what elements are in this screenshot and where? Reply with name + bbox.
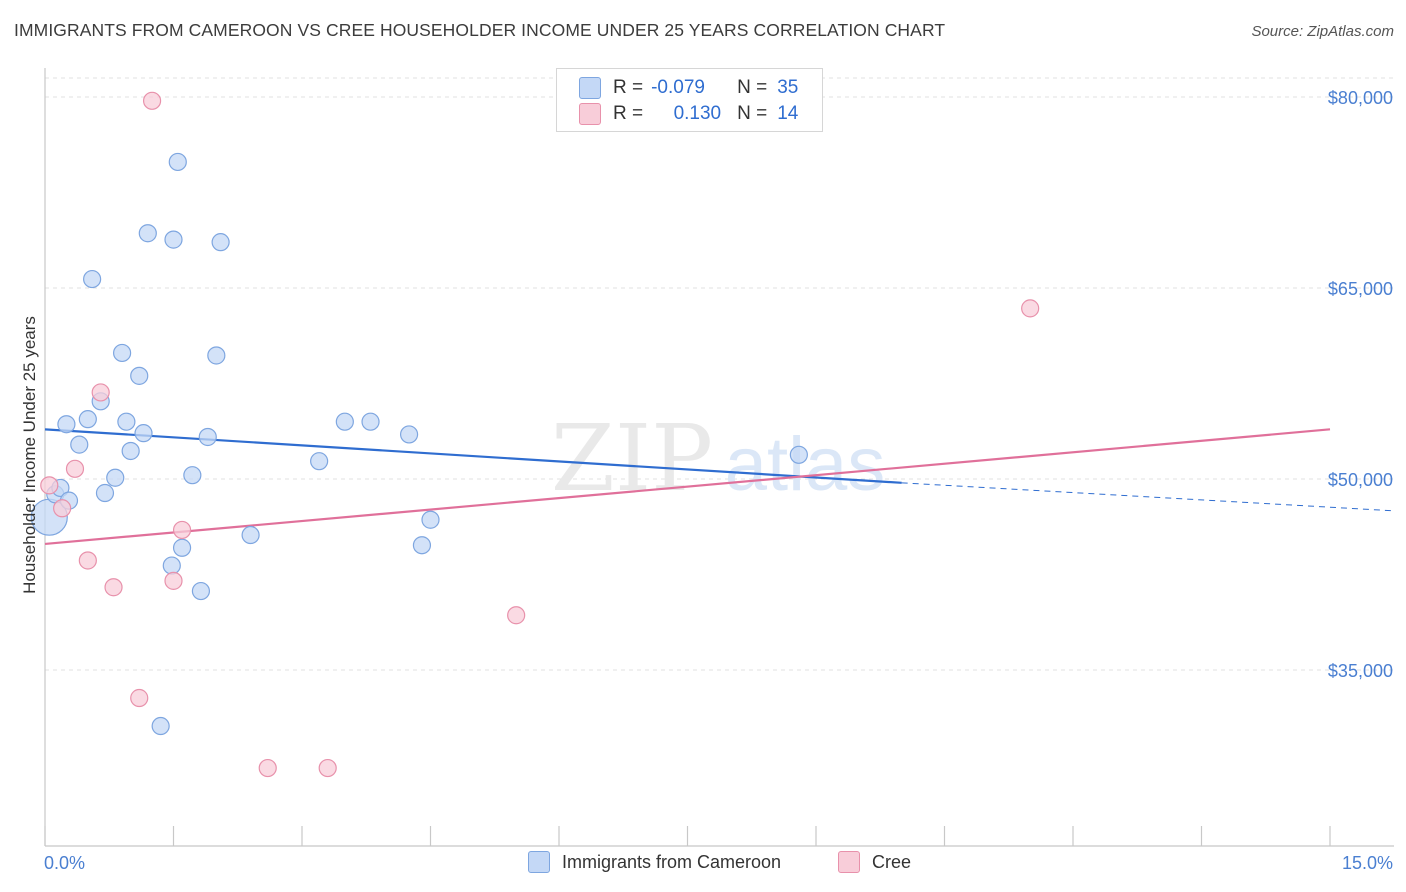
y-axis-label: Householder Income Under 25 years [20, 316, 39, 594]
point-cree [1021, 299, 1040, 318]
legend-r-value: -0.079 [651, 77, 705, 98]
legend-n-value: 35 [777, 77, 799, 98]
point-cree [318, 758, 337, 778]
point-cameroon [151, 716, 170, 736]
legend-r-label: R = [613, 103, 644, 124]
legend-swatch-cree [579, 103, 601, 125]
point-cameroon [241, 525, 260, 545]
y-tick-label: $35,000 [1328, 661, 1393, 681]
point-cameroon [78, 410, 97, 429]
point-cameroon [421, 510, 440, 529]
watermark: ZIP atlas [551, 405, 885, 512]
point-cameroon [207, 346, 226, 365]
point-cameroon [138, 224, 157, 243]
bottom-legend-swatch-cameroon [528, 851, 550, 873]
point-cameroon [198, 427, 217, 447]
point-cree [130, 688, 149, 708]
data-points [30, 91, 1040, 778]
watermark-zip: ZIP [551, 405, 713, 512]
legend-row-cree: R = 0.130 N = 14 [579, 101, 798, 127]
point-cree [53, 499, 72, 518]
point-cameroon [361, 412, 380, 431]
point-cameroon [335, 412, 354, 431]
legend-r-value: 0.130 [673, 103, 722, 124]
point-cree [65, 459, 85, 478]
point-cameroon [310, 452, 329, 471]
point-cree [40, 476, 59, 495]
legend-row-cameroon: R = -0.079 N = 35 [579, 75, 798, 101]
point-cameroon [70, 435, 89, 454]
point-cameroon [95, 483, 115, 503]
legend-r-label: R = [613, 77, 644, 98]
legend-n-label: N = [737, 103, 768, 124]
point-cree [91, 383, 110, 402]
point-cameroon [117, 412, 136, 431]
legend-n-label: N = [737, 77, 768, 98]
point-cree [104, 578, 123, 597]
x-tick-label-min: 0.0% [44, 853, 85, 873]
bottom-legend-cameroon: Immigrants from Cameroon [528, 851, 781, 873]
point-cree [172, 520, 192, 540]
y-tick-label: $50,000 [1328, 470, 1393, 490]
point-cameroon [162, 556, 181, 575]
point-cameroon [789, 445, 808, 464]
point-cameroon [172, 538, 192, 557]
grid-lines [45, 77, 1394, 671]
point-cameroon [57, 415, 76, 434]
point-cameroon [399, 425, 419, 444]
point-cree [78, 551, 97, 570]
point-cameroon [121, 441, 140, 461]
point-cameroon [106, 468, 125, 487]
watermark-atlas: atlas [725, 422, 886, 507]
y-tick-label: $65,000 [1328, 279, 1393, 299]
point-cameroon [164, 230, 183, 249]
point-cree [164, 571, 183, 590]
legend-n-value: 14 [777, 103, 799, 124]
point-cree [258, 758, 277, 778]
bottom-legend-label-cree: Cree [872, 851, 912, 872]
tick-labels: $35,000 $50,000 $65,000 $80,000 0.0% 15.0% [44, 88, 1393, 873]
bottom-legend-label-cameroon: Immigrants from Cameroon [562, 851, 782, 872]
source-label: Source: ZipAtlas.com [1251, 23, 1394, 40]
point-cameroon [130, 366, 149, 385]
axes [44, 68, 1394, 847]
trend-line-cree [44, 428, 1331, 546]
point-cameroon [83, 269, 102, 289]
point-cameroon [168, 152, 187, 172]
point-cree [507, 606, 526, 625]
legend-swatch-cameroon [579, 77, 601, 99]
bottom-legend-cree: Cree [838, 851, 911, 873]
point-cameroon [191, 581, 211, 601]
point-cameroon [183, 466, 202, 485]
trend-line-cameroon [44, 428, 902, 484]
point-cree [142, 91, 162, 110]
point-cameroon [134, 424, 153, 443]
y-tick-label: $80,000 [1328, 88, 1393, 108]
x-tick-label-max: 15.0% [1342, 853, 1393, 873]
point-cameroon [211, 233, 230, 252]
trend-lines [44, 428, 1395, 546]
correlation-legend: R = -0.079 N = 35 R = 0.130 N = 14 [556, 68, 823, 132]
point-cameroon [112, 343, 132, 363]
trend-line-extension [901, 482, 1395, 512]
point-cameroon [412, 536, 432, 555]
chart-title: IMMIGRANTS FROM CAMEROON VS CREE HOUSEHO… [14, 20, 946, 40]
bottom-legend-swatch-cree [838, 851, 860, 873]
